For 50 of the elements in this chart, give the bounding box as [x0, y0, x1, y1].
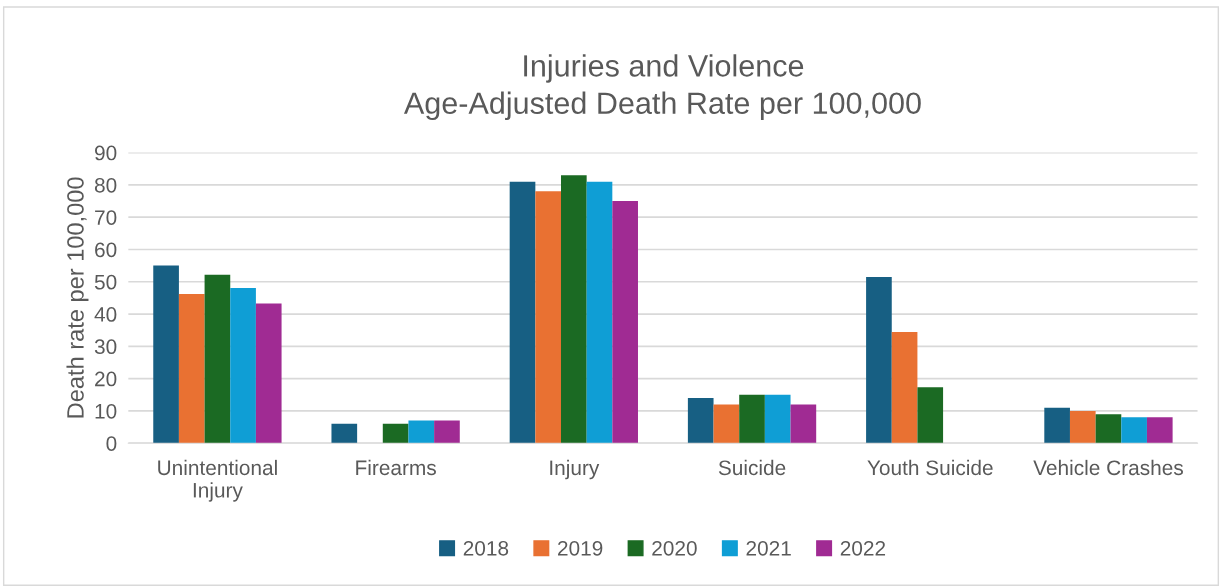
x-tick-label: Unintentional Injury [158, 459, 277, 502]
bar [790, 404, 817, 444]
bar [586, 181, 613, 444]
y-tick-label: 10 [95, 403, 117, 419]
x-tick-label: Suicide [718, 459, 786, 476]
legend-label: 2021 [746, 540, 791, 556]
bar [178, 294, 205, 444]
bar [204, 274, 231, 444]
bar [434, 420, 460, 444]
bar [1069, 410, 1096, 444]
bar [1146, 417, 1173, 444]
y-tick-label: 70 [95, 210, 117, 225]
y-tick-label: 20 [95, 371, 117, 387]
x-tick-label: Injury [550, 459, 600, 480]
y-tick-label: 0 [106, 436, 117, 451]
bar [331, 423, 358, 444]
y-tick-label: 50 [94, 274, 117, 290]
bar [509, 181, 536, 444]
x-tick-label: Vehicle Crashes [1033, 459, 1183, 476]
y-tick-label: 60 [95, 242, 117, 258]
bar [408, 420, 435, 444]
y-axis-title: Death rate per 100,000 [66, 177, 89, 418]
bar [535, 191, 561, 444]
x-tick-label: Firearms [356, 459, 436, 476]
legend-label: 2019 [558, 540, 603, 556]
bar [612, 201, 638, 444]
bar [561, 175, 587, 444]
bar [1044, 407, 1070, 444]
bar [866, 276, 892, 444]
y-tick-label: 90 [95, 145, 117, 161]
bar [764, 394, 791, 444]
bar [713, 404, 740, 444]
bar [891, 332, 918, 444]
legend-label: 2022 [840, 540, 886, 556]
bar [739, 394, 765, 444]
bar [917, 387, 944, 444]
bar [153, 265, 179, 444]
x-tick-label: Youth Suicide [867, 459, 993, 476]
legend-label: 2018 [463, 540, 509, 556]
bar [255, 303, 282, 444]
bar [382, 423, 409, 444]
bar [1095, 414, 1122, 444]
y-tick-label: 30 [94, 339, 117, 355]
bar [230, 287, 256, 444]
legend-label: 2020 [652, 540, 697, 556]
bar [687, 397, 714, 444]
bar [1121, 417, 1147, 444]
y-tick-label: 80 [94, 177, 117, 193]
y-tick-label: 40 [94, 307, 117, 322]
chart-title: Injuries and Violence Age-Adjusted Death Rate per 100,000 [403, 54, 921, 121]
